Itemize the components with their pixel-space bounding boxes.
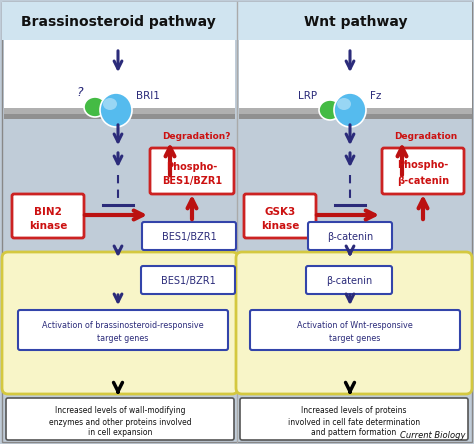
Text: Activation of brassinosteroid-responsive: Activation of brassinosteroid-responsive (42, 321, 204, 329)
FancyBboxPatch shape (4, 108, 235, 114)
Text: Current Biology: Current Biology (401, 431, 466, 440)
Text: target genes: target genes (97, 333, 149, 342)
Text: BES1/BZR1: BES1/BZR1 (162, 176, 222, 186)
FancyBboxPatch shape (141, 266, 235, 294)
Ellipse shape (84, 97, 106, 117)
Text: Fz: Fz (370, 91, 382, 101)
FancyBboxPatch shape (239, 114, 472, 119)
FancyBboxPatch shape (236, 252, 472, 394)
Ellipse shape (337, 98, 351, 110)
Ellipse shape (103, 98, 117, 110)
Text: enzymes and other proteins involved: enzymes and other proteins involved (49, 417, 191, 427)
Text: Increased levels of wall-modifying: Increased levels of wall-modifying (55, 405, 185, 415)
Text: Phospho-: Phospho- (397, 160, 448, 170)
Text: GSK3: GSK3 (264, 207, 296, 217)
Text: kinase: kinase (29, 221, 67, 231)
FancyBboxPatch shape (244, 194, 316, 238)
Text: Increased levels of proteins: Increased levels of proteins (301, 405, 407, 415)
FancyBboxPatch shape (239, 108, 472, 114)
Text: BES1/BZR1: BES1/BZR1 (162, 232, 216, 242)
Text: β-catenin: β-catenin (397, 176, 449, 186)
Text: Wnt pathway: Wnt pathway (304, 15, 408, 29)
Text: β-catenin: β-catenin (327, 232, 373, 242)
Text: Degradation: Degradation (394, 131, 457, 140)
Text: and pattern formation: and pattern formation (311, 428, 397, 436)
Text: BES1/BZR1: BES1/BZR1 (161, 276, 215, 286)
Text: β-catenin: β-catenin (326, 276, 372, 286)
FancyBboxPatch shape (250, 310, 460, 350)
FancyBboxPatch shape (239, 40, 472, 108)
Text: Phospho-: Phospho- (166, 162, 218, 172)
FancyBboxPatch shape (382, 148, 464, 194)
FancyBboxPatch shape (308, 222, 392, 250)
FancyBboxPatch shape (150, 148, 234, 194)
Text: BRI1: BRI1 (136, 91, 160, 101)
Text: Brassinosteroid pathway: Brassinosteroid pathway (21, 15, 215, 29)
Ellipse shape (100, 93, 132, 127)
Text: BIN2: BIN2 (34, 207, 62, 217)
Text: involved in cell fate determination: involved in cell fate determination (288, 417, 420, 427)
FancyBboxPatch shape (2, 252, 238, 394)
FancyBboxPatch shape (4, 114, 235, 119)
FancyBboxPatch shape (306, 266, 392, 294)
Text: target genes: target genes (329, 333, 381, 342)
Text: Activation of Wnt-responsive: Activation of Wnt-responsive (297, 321, 413, 329)
Ellipse shape (334, 93, 366, 127)
FancyBboxPatch shape (6, 398, 234, 440)
Text: in cell expansion: in cell expansion (88, 428, 152, 436)
Ellipse shape (319, 100, 341, 120)
FancyBboxPatch shape (2, 2, 472, 40)
FancyBboxPatch shape (240, 398, 468, 440)
Text: LRP: LRP (299, 91, 318, 101)
FancyBboxPatch shape (12, 194, 84, 238)
Text: ?: ? (77, 86, 83, 99)
Text: kinase: kinase (261, 221, 299, 231)
FancyBboxPatch shape (18, 310, 228, 350)
Text: Degradation?: Degradation? (162, 131, 230, 140)
FancyBboxPatch shape (142, 222, 236, 250)
FancyBboxPatch shape (4, 40, 235, 108)
